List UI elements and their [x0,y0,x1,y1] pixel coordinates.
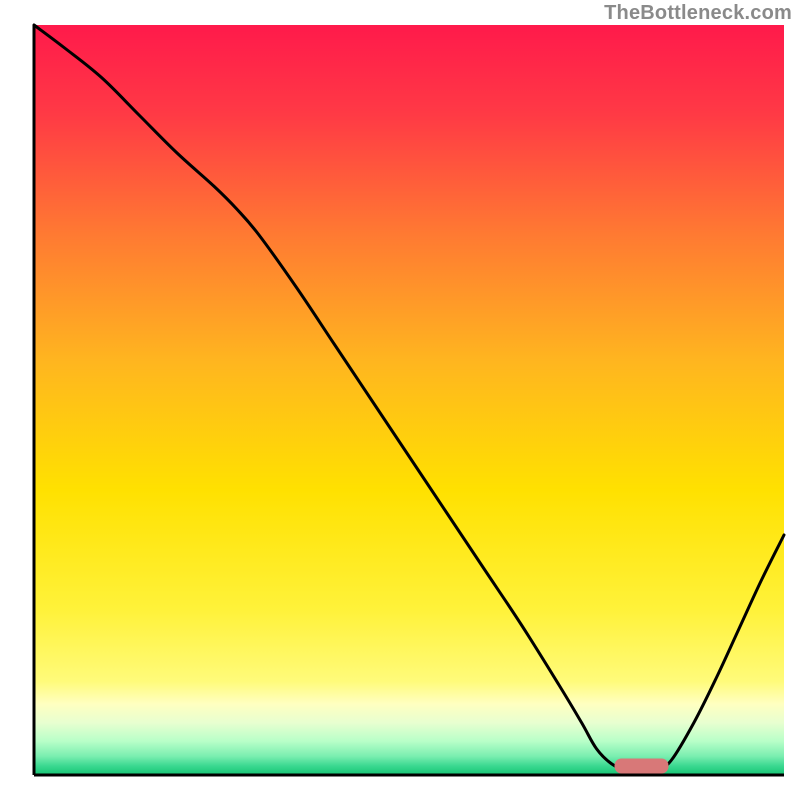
optimal-marker [615,759,669,774]
bottleneck-chart [0,0,800,800]
plot-background [34,25,784,775]
watermark-text: TheBottleneck.com [604,2,792,25]
